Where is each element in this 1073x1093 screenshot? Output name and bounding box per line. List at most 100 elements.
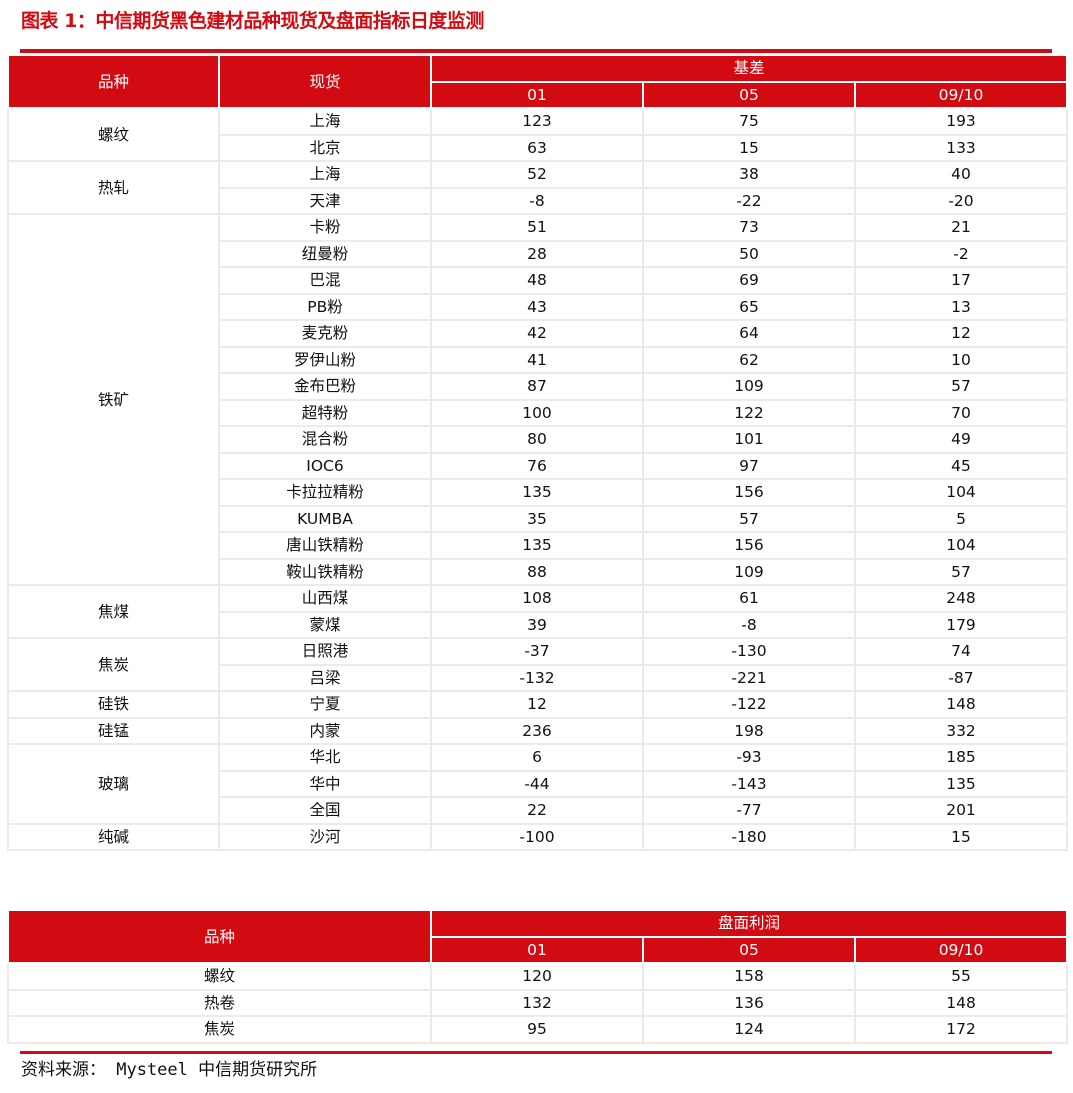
spot-cell: 天津: [218, 186, 432, 215]
variety-cell: 硅锰: [7, 716, 220, 745]
spot-cell: 麦克粉: [218, 319, 432, 348]
profit-05-cell: 136: [642, 988, 857, 1017]
basis-0910-cell: 70: [853, 398, 1069, 427]
basis-01-cell: 63: [430, 133, 644, 162]
spot-cell: 华北: [218, 743, 432, 772]
table-row: 热轧 上海 52 38 40: [7, 160, 1069, 215]
table-row: 纽曼粉 28 50 -2: [8, 239, 1069, 268]
variety-cell: 铁矿: [7, 213, 220, 586]
variety-cell: 螺纹: [7, 107, 220, 162]
spot-cell: 鞍山铁精粉: [218, 557, 432, 586]
variety-cell: 纯碱: [7, 822, 220, 851]
variety-cell: 焦煤: [7, 584, 220, 639]
basis-0910-cell: 15: [853, 822, 1069, 851]
table-row: 硅铁 宁夏 12 -122 148: [7, 690, 1069, 719]
spot-cell: 全国: [218, 796, 432, 825]
table-row: PB粉 43 65 13: [8, 292, 1069, 321]
profit-01-cell: 120: [430, 962, 645, 991]
basis-05-cell: 109: [642, 557, 856, 586]
spot-cell: 山西煤: [218, 584, 432, 613]
basis-05-cell: 69: [642, 266, 856, 295]
basis-0910-cell: 179: [853, 610, 1069, 639]
basis-05-cell: 15: [642, 133, 856, 162]
basis-table: 品种 现货 基差 01 05 09/10 螺纹 上海 123 75 193 北京 63 15 1…: [7, 54, 1069, 851]
basis-01-cell: 100: [430, 398, 644, 427]
basis-01-cell: 108: [430, 584, 644, 613]
basis-0910-cell: -2: [853, 239, 1069, 268]
profit-0910-cell: 148: [854, 988, 1069, 1017]
basis-0910-cell: 201: [853, 796, 1069, 825]
table-row: 罗伊山粉 41 62 10: [8, 345, 1069, 374]
basis-05-cell: -122: [642, 690, 856, 719]
basis-05-cell: 50: [642, 239, 856, 268]
basis-01-cell: -8: [430, 186, 644, 215]
basis-05-cell: 57: [642, 504, 856, 533]
spot-cell: 超特粉: [218, 398, 432, 427]
variety-cell: 焦炭: [7, 637, 220, 692]
table-row: 热卷 132 136 148: [6, 988, 1069, 1017]
profit-01-cell: 132: [430, 988, 645, 1017]
spot-cell: KUMBA: [218, 504, 432, 533]
spot-cell: 北京: [218, 133, 432, 162]
basis-01-cell: 48: [430, 266, 644, 295]
header-contract-01: 01: [430, 935, 645, 964]
table-row: 超特粉 100 122 70: [8, 398, 1069, 427]
table-row: 卡拉拉精粉 135 156 104: [8, 478, 1069, 507]
header-variety: 品种: [7, 54, 220, 109]
basis-01-cell: 51: [430, 213, 644, 242]
header-contract-01: 01: [430, 80, 644, 109]
basis-0910-cell: 133: [853, 133, 1069, 162]
basis-05-cell: -180: [642, 822, 856, 851]
basis-05-cell: -143: [642, 769, 856, 798]
spot-cell: 卡粉: [218, 213, 432, 242]
table-row: 麦克粉 42 64 12: [8, 319, 1069, 348]
header-spot: 现货: [218, 54, 432, 109]
bottom-rule: [20, 1051, 1052, 1054]
table-row: 硅锰 内蒙 236 198 332: [7, 716, 1069, 745]
basis-05-cell: 64: [642, 319, 856, 348]
spot-cell: 内蒙: [218, 716, 432, 745]
table-row: 焦煤 山西煤 108 61 248: [7, 584, 1069, 639]
basis-0910-cell: 17: [853, 266, 1069, 295]
basis-01-cell: 87: [430, 372, 644, 401]
basis-05-cell: 38: [642, 160, 856, 189]
basis-05-cell: -221: [642, 663, 856, 692]
basis-05-cell: -22: [642, 186, 856, 215]
spot-cell: 纽曼粉: [218, 239, 432, 268]
basis-0910-cell: 13: [853, 292, 1069, 321]
spot-cell: 卡拉拉精粉: [218, 478, 432, 507]
profit-table: 品种 盘面利润 01 05 09/10 螺纹 120 158 55 热卷 132 136 14…: [6, 909, 1069, 1044]
basis-0910-cell: 248: [853, 584, 1069, 613]
profit-05-cell: 158: [642, 962, 857, 991]
table-row: 焦炭 95 124 172: [6, 1015, 1069, 1044]
spot-cell: 宁夏: [218, 690, 432, 719]
basis-0910-cell: 104: [853, 478, 1069, 507]
figure-title: 图表 1：中信期货黑色建材品种现货及盘面指标日度监测: [21, 10, 484, 32]
basis-0910-cell: 21: [853, 213, 1069, 242]
variety-cell: 玻璃: [7, 743, 220, 825]
table-row: IOC6 76 97 45: [8, 451, 1069, 480]
basis-01-cell: 39: [430, 610, 644, 639]
basis-0910-cell: 332: [853, 716, 1069, 745]
basis-0910-cell: 193: [853, 107, 1069, 136]
basis-05-cell: 73: [642, 213, 856, 242]
basis-01-cell: -132: [430, 663, 644, 692]
basis-01-cell: 80: [430, 425, 644, 454]
basis-01-cell: 135: [430, 531, 644, 560]
basis-0910-cell: 10: [853, 345, 1069, 374]
spot-cell: PB粉: [218, 292, 432, 321]
basis-05-cell: 122: [642, 398, 856, 427]
table-row: 铁矿 卡粉 51 73 21: [7, 213, 1069, 586]
basis-0910-cell: 104: [853, 531, 1069, 560]
table-row: 华中 -44 -143 135: [8, 769, 1069, 798]
table-row: 玻璃 华北 6 -93 185: [7, 743, 1069, 825]
table-row: 螺纹 120 158 55: [6, 962, 1069, 991]
basis-01-cell: 41: [430, 345, 644, 374]
basis-01-cell: 236: [430, 716, 644, 745]
basis-0910-cell: -87: [853, 663, 1069, 692]
profit-01-cell: 95: [430, 1015, 645, 1044]
basis-0910-cell: -20: [853, 186, 1069, 215]
basis-05-cell: 75: [642, 107, 856, 136]
basis-05-cell: 61: [642, 584, 856, 613]
table-row: 纯碱 沙河 -100 -180 15: [7, 822, 1069, 851]
